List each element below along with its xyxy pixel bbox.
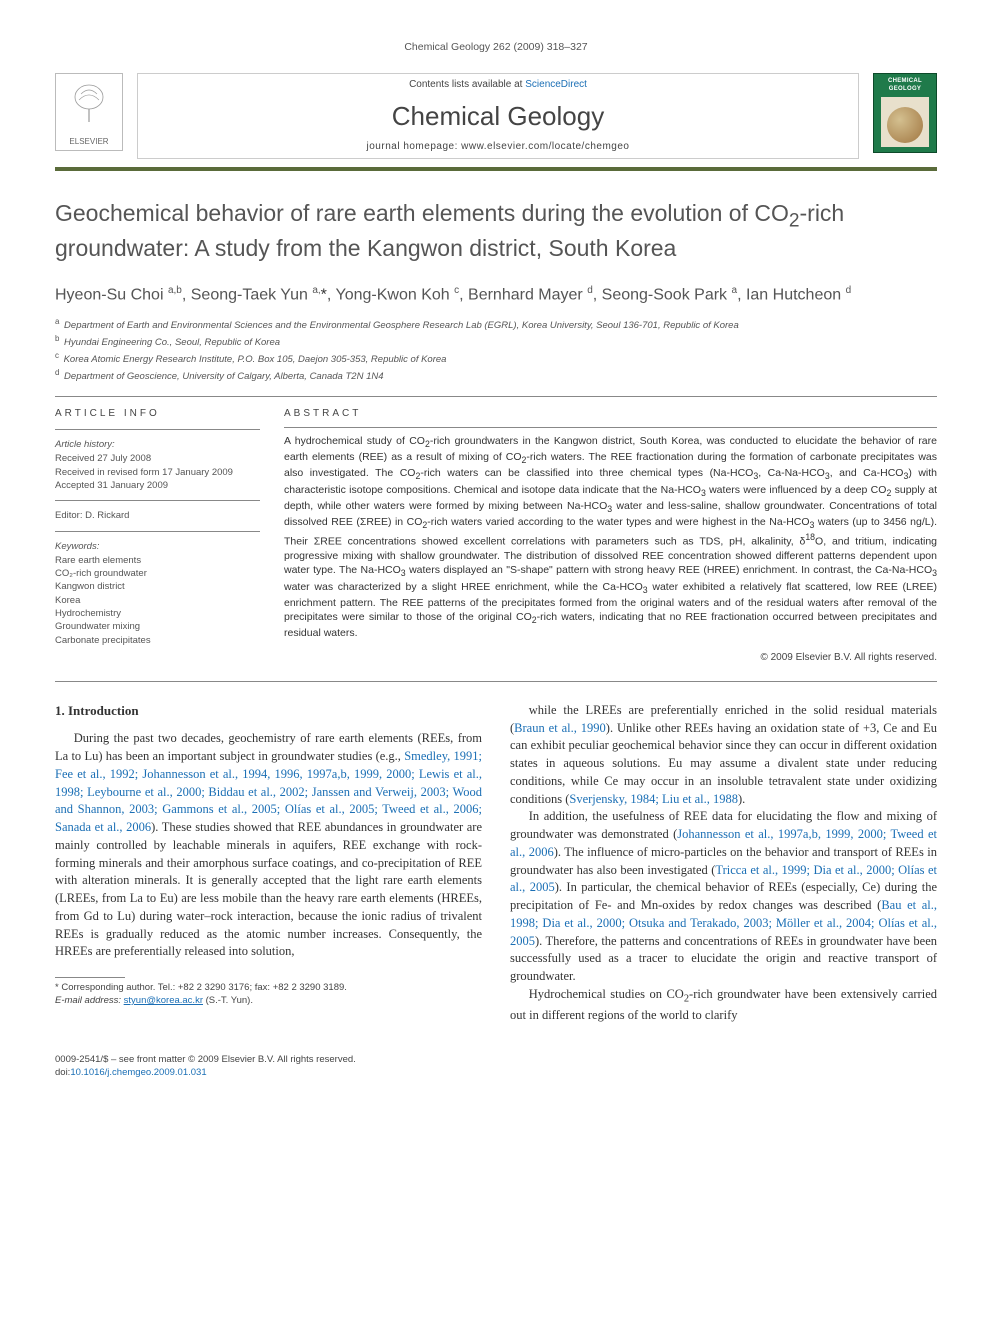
author-list: Hyeon-Su Choi a,b, Seong-Taek Yun a,*, Y… <box>55 284 937 307</box>
elsevier-tree-icon <box>69 82 109 126</box>
affiliation-line: c Korea Atomic Energy Research Institute… <box>55 350 937 367</box>
journal-homepage[interactable]: journal homepage: www.elsevier.com/locat… <box>367 140 630 154</box>
rule-bottom <box>55 681 937 682</box>
running-head: Chemical Geology 262 (2009) 318–327 <box>55 40 937 55</box>
email-label: E-mail address: <box>55 995 121 1006</box>
keywords-heading: Keywords: <box>55 540 260 553</box>
front-matter-line: 0009-2541/$ – see front matter © 2009 El… <box>55 1053 937 1066</box>
journal-name: Chemical Geology <box>392 98 604 134</box>
masthead-center: Contents lists available at ScienceDirec… <box>137 73 859 159</box>
rule-top <box>55 396 937 397</box>
abstract-heading: ABSTRACT <box>284 407 937 421</box>
keyword-item: Rare earth elements <box>55 554 260 567</box>
corresponding-footnote: * Corresponding author. Tel.: +82 2 3290… <box>55 982 482 1008</box>
article-title: Geochemical behavior of rare earth eleme… <box>55 199 937 264</box>
keyword-item: Hydrochemistry <box>55 607 260 620</box>
abstract-text: A hydrochemical study of CO2-rich ground… <box>284 434 937 641</box>
abstract-col: ABSTRACT A hydrochemical study of CO2-ri… <box>284 407 937 665</box>
availability-prefix: Contents lists available at <box>409 79 525 90</box>
doi-link[interactable]: 10.1016/j.chemgeo.2009.01.031 <box>70 1067 206 1078</box>
journal-cover-thumb: CHEMICAL GEOLOGY <box>873 73 937 153</box>
affiliation-line: d Department of Geoscience, University o… <box>55 367 937 384</box>
history-line: Accepted 31 January 2009 <box>55 479 260 492</box>
meta-row: ARTICLE INFO Article history: Received 2… <box>55 407 937 665</box>
history-line: Received in revised form 17 January 2009 <box>55 466 260 479</box>
availability-line: Contents lists available at ScienceDirec… <box>409 78 587 92</box>
doi-label: doi: <box>55 1067 70 1078</box>
masthead: ELSEVIER Contents lists available at Sci… <box>55 73 937 171</box>
corr-author-line: * Corresponding author. Tel.: +82 2 3290… <box>55 982 482 995</box>
body-col-right: while the LREEs are preferentially enric… <box>510 702 937 1025</box>
article-info-heading: ARTICLE INFO <box>55 407 260 421</box>
abstract-copyright: © 2009 Elsevier B.V. All rights reserved… <box>284 651 937 665</box>
affiliation-line: a Department of Earth and Environmental … <box>55 316 937 333</box>
article-info-col: ARTICLE INFO Article history: Received 2… <box>55 407 260 665</box>
body-para: Hydrochemical studies on CO2-rich ground… <box>510 986 937 1025</box>
sciencedirect-link[interactable]: ScienceDirect <box>525 79 587 90</box>
body-col-left: 1. Introduction During the past two deca… <box>55 702 482 1025</box>
publisher-logo: ELSEVIER <box>55 73 123 151</box>
keyword-item: CO₂-rich groundwater <box>55 567 260 580</box>
footnote-rule <box>55 977 125 978</box>
editor-line: Editor: D. Rickard <box>55 509 260 522</box>
body-para: During the past two decades, geochemistr… <box>55 730 482 961</box>
keyword-item: Carbonate precipitates <box>55 634 260 647</box>
history-heading: Article history: <box>55 438 260 451</box>
history-line: Received 27 July 2008 <box>55 452 260 465</box>
affiliations: a Department of Earth and Environmental … <box>55 316 937 384</box>
keyword-item: Korea <box>55 594 260 607</box>
front-matter-footer: 0009-2541/$ – see front matter © 2009 El… <box>55 1053 937 1080</box>
affiliation-line: b Hyundai Engineering Co., Seoul, Republ… <box>55 333 937 350</box>
cover-image-icon <box>881 97 929 147</box>
cover-title-2: GEOLOGY <box>889 85 921 93</box>
email-paren: (S.-T. Yun). <box>206 995 253 1006</box>
keyword-item: Groundwater mixing <box>55 620 260 633</box>
cover-title-1: CHEMICAL <box>888 77 922 85</box>
body-para: In addition, the usefulness of REE data … <box>510 808 937 986</box>
body-para: while the LREEs are preferentially enric… <box>510 702 937 809</box>
body-columns: 1. Introduction During the past two deca… <box>55 702 937 1025</box>
email-link[interactable]: styun@korea.ac.kr <box>124 995 203 1006</box>
publisher-label: ELSEVIER <box>69 136 108 147</box>
keyword-item: Kangwon district <box>55 580 260 593</box>
section-heading: 1. Introduction <box>55 702 482 720</box>
